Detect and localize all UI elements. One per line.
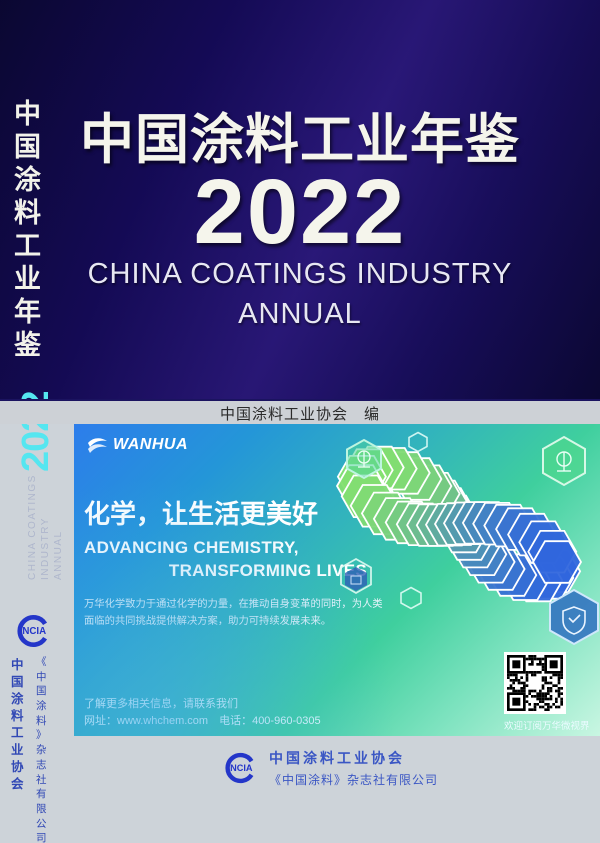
svg-text:NCIA: NCIA bbox=[230, 763, 253, 773]
svg-text:NCIA: NCIA bbox=[22, 626, 46, 637]
